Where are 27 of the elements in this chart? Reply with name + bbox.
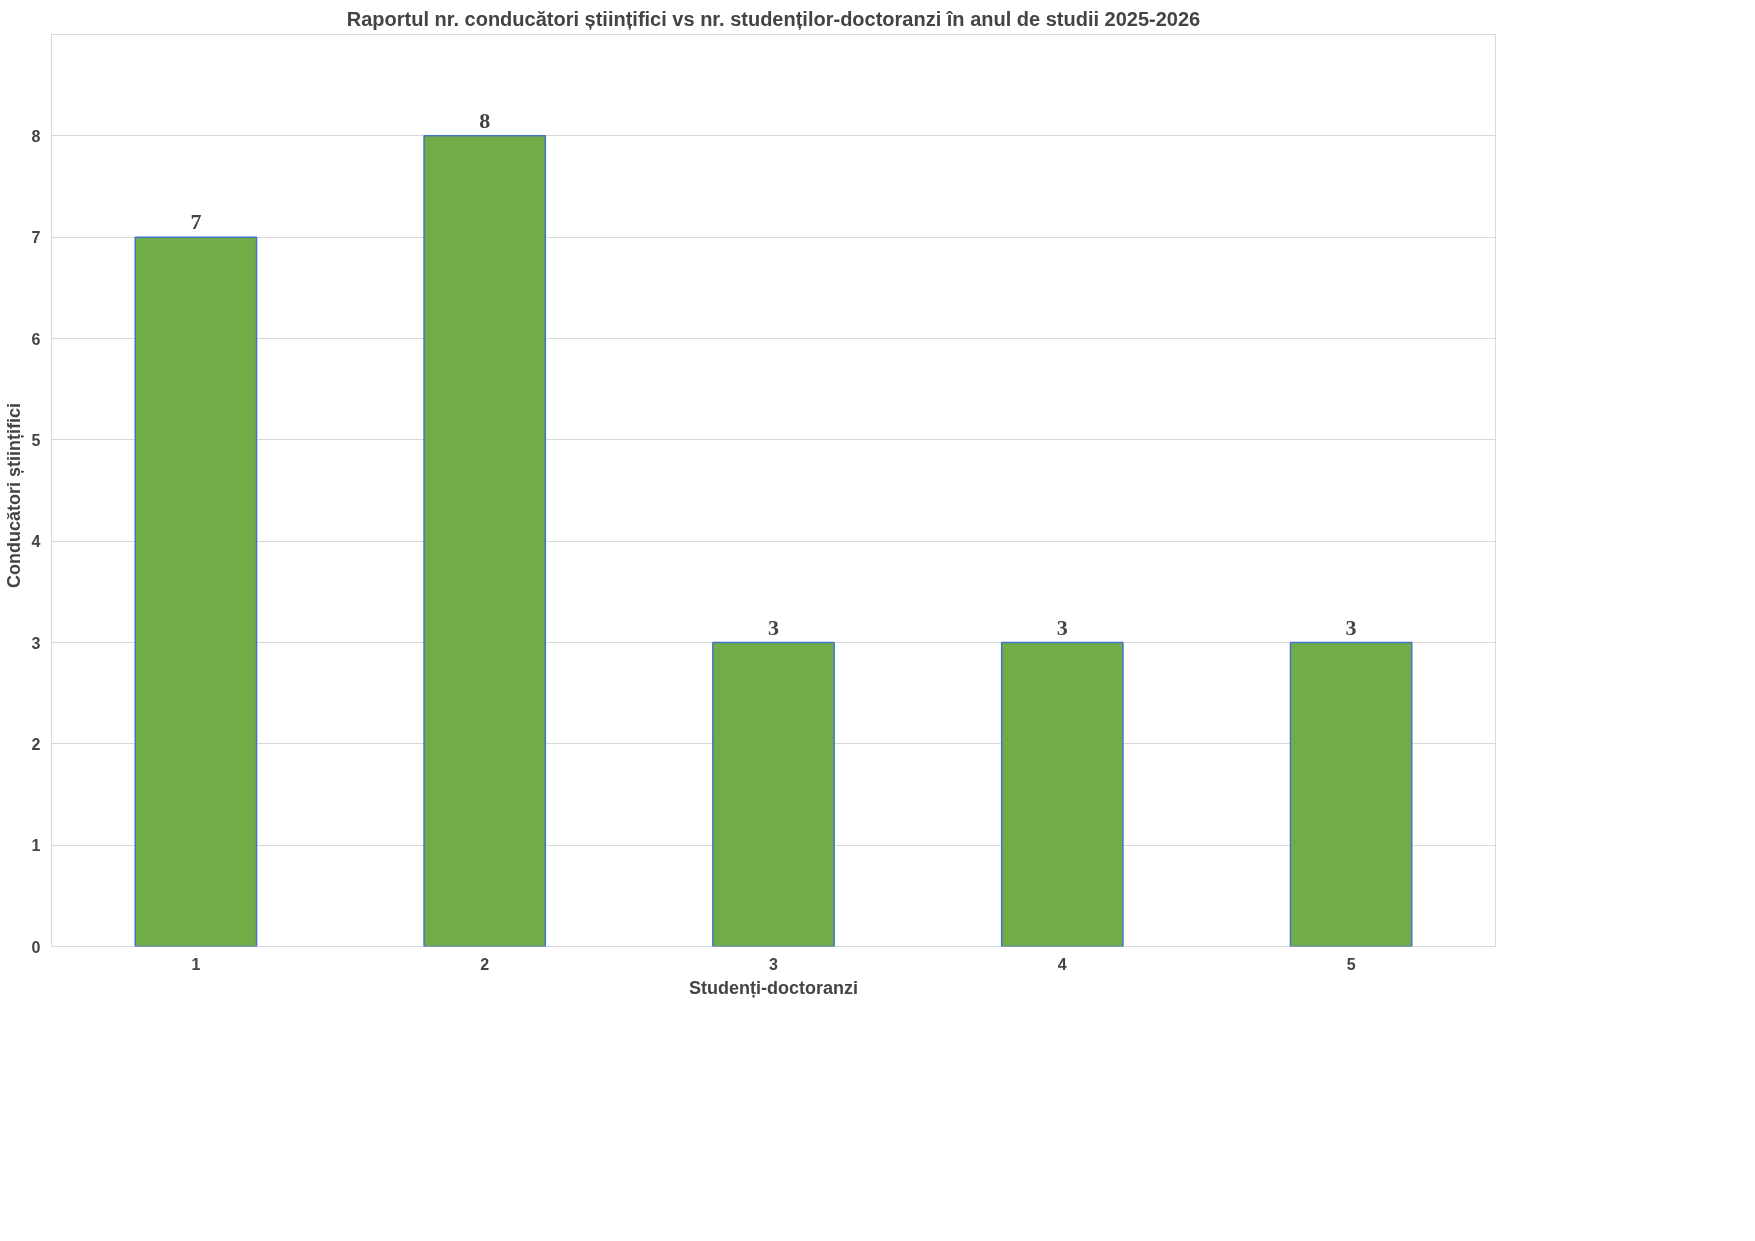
y-tick-label: 1 xyxy=(31,837,41,855)
y-tick-label: 2 xyxy=(31,735,41,753)
y-tick-label: 8 xyxy=(31,127,41,145)
bar xyxy=(1000,641,1124,947)
x-tick-label: 4 xyxy=(1057,955,1067,973)
y-axis-title: Conducători științifici xyxy=(3,402,24,588)
bar xyxy=(712,641,835,947)
y-tick-label: 5 xyxy=(31,431,41,449)
bar xyxy=(423,135,547,947)
x-axis-title: Studenți-doctoranzi xyxy=(689,977,859,998)
x-tick-label: 3 xyxy=(769,955,779,973)
data-label: 7 xyxy=(190,209,202,235)
data-label: 3 xyxy=(1056,614,1068,640)
bar xyxy=(1289,641,1413,947)
data-label: 8 xyxy=(479,107,491,133)
chart-title: Raportul nr. conducători științifici vs nr. studenților-doctoranzi în anul de studii 2025-2026 xyxy=(346,7,1201,30)
y-tick-label: 4 xyxy=(31,533,41,551)
data-label: 3 xyxy=(768,614,779,640)
y-tick-label: 3 xyxy=(31,634,41,652)
y-tick-label: 6 xyxy=(31,330,41,348)
x-tick-label: 5 xyxy=(1346,955,1356,973)
bar xyxy=(134,236,258,947)
y-tick-label: 7 xyxy=(31,229,41,247)
x-tick-label: 1 xyxy=(191,955,201,973)
y-tick-label: 0 xyxy=(31,938,41,956)
data-label: 3 xyxy=(1345,614,1357,640)
x-tick-label: 2 xyxy=(480,955,490,973)
